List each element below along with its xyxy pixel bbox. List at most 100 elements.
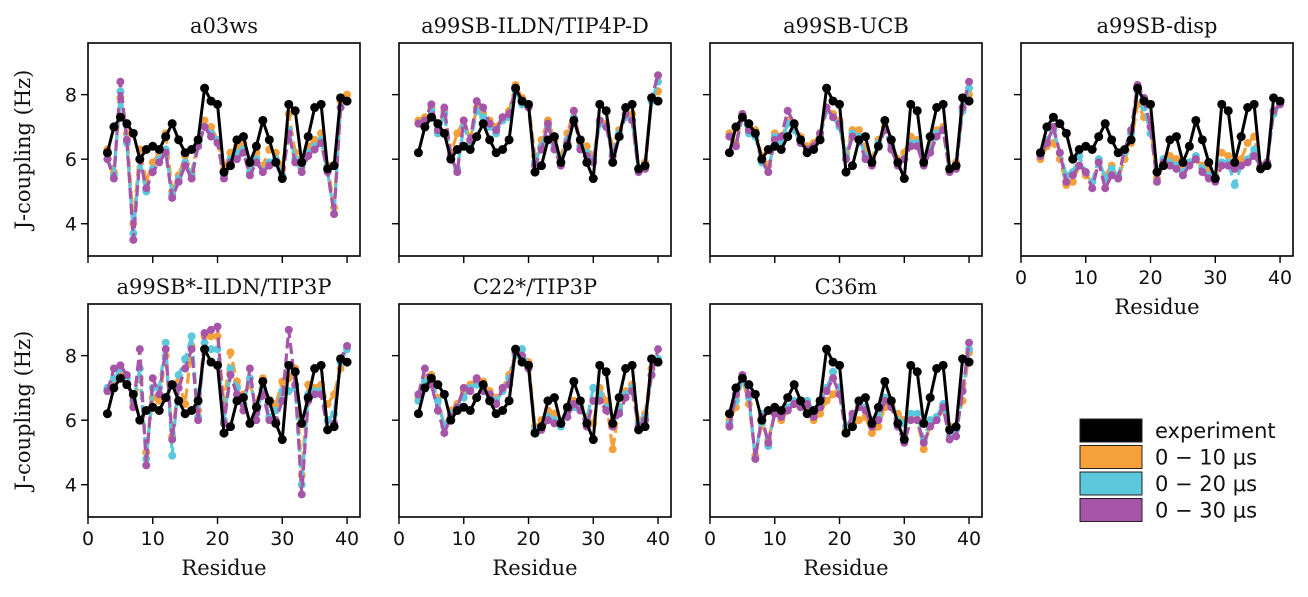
data-point bbox=[1191, 115, 1201, 125]
data-point bbox=[654, 345, 663, 354]
data-point bbox=[453, 129, 462, 138]
data-point bbox=[1120, 145, 1130, 154]
panel-title: a99SB*-ILDN/TIP3P bbox=[116, 275, 331, 299]
data-point bbox=[556, 157, 566, 167]
x-tick-label: 30 bbox=[270, 528, 294, 550]
x-tick-label: 10 bbox=[452, 528, 476, 550]
data-point bbox=[770, 409, 779, 418]
data-point bbox=[803, 400, 812, 409]
series-0-30 bbox=[1036, 80, 1285, 193]
data-point bbox=[569, 400, 578, 409]
data-point bbox=[207, 122, 216, 131]
data-point bbox=[913, 409, 922, 418]
data-point bbox=[142, 184, 151, 193]
data-point bbox=[174, 383, 183, 392]
data-point bbox=[168, 435, 177, 444]
data-point bbox=[181, 161, 190, 170]
data-point bbox=[420, 122, 430, 132]
data-point bbox=[530, 428, 540, 438]
data-point bbox=[258, 168, 267, 177]
data-point bbox=[938, 99, 948, 109]
data-point bbox=[919, 445, 928, 454]
data-point bbox=[595, 360, 605, 370]
data-point bbox=[899, 435, 909, 445]
data-point bbox=[549, 393, 559, 403]
axes-frame bbox=[398, 42, 672, 257]
data-point bbox=[148, 158, 157, 167]
x-tick-label: 20 bbox=[516, 528, 540, 550]
data-point bbox=[492, 400, 501, 409]
data-point bbox=[945, 435, 954, 444]
data-point bbox=[187, 174, 196, 183]
data-point bbox=[880, 376, 890, 386]
data-point bbox=[122, 119, 132, 129]
data-point bbox=[122, 371, 131, 379]
data-point bbox=[265, 161, 274, 170]
data-point bbox=[1062, 177, 1071, 186]
data-point bbox=[556, 418, 566, 428]
data-point bbox=[492, 126, 501, 135]
data-point bbox=[829, 113, 838, 122]
data-point bbox=[303, 393, 313, 403]
data-point bbox=[498, 383, 507, 392]
data-point bbox=[518, 345, 527, 354]
data-point bbox=[964, 96, 974, 106]
data-point bbox=[277, 174, 287, 184]
data-point bbox=[129, 235, 138, 244]
data-point bbox=[790, 400, 799, 409]
panel-2: a99SB-ILDN/TIP4P-D bbox=[392, 14, 672, 263]
x-tick-label: 40 bbox=[957, 528, 981, 550]
data-point bbox=[220, 174, 228, 183]
data-point bbox=[1068, 177, 1077, 186]
series-experiment bbox=[413, 83, 663, 184]
data-point bbox=[264, 396, 274, 406]
data-point bbox=[1236, 132, 1246, 142]
data-point bbox=[744, 380, 754, 390]
data-point bbox=[181, 364, 190, 373]
data-point bbox=[1068, 171, 1077, 180]
legend: experiment 0 − 10 μs0 − 20 μs 0 − 30 μs bbox=[1079, 418, 1276, 523]
data-point bbox=[413, 148, 423, 158]
data-point bbox=[1100, 119, 1110, 129]
data-point bbox=[595, 99, 605, 109]
series-0-30 bbox=[725, 338, 974, 463]
data-point bbox=[245, 171, 254, 180]
data-point bbox=[1224, 151, 1233, 160]
data-point bbox=[602, 406, 611, 415]
data-point bbox=[744, 119, 754, 129]
data-point bbox=[207, 345, 216, 354]
y-tick-label: 6 bbox=[65, 149, 77, 171]
data-point bbox=[893, 157, 903, 167]
data-point bbox=[880, 115, 890, 125]
data-point bbox=[440, 103, 449, 112]
data-point bbox=[245, 418, 255, 428]
data-point bbox=[109, 383, 119, 393]
data-point bbox=[122, 380, 132, 390]
data-point bbox=[1094, 158, 1103, 167]
data-point bbox=[426, 373, 436, 383]
y-tick-label: 4 bbox=[65, 475, 77, 497]
data-point bbox=[938, 360, 948, 370]
data-point bbox=[226, 364, 235, 373]
data-point bbox=[543, 119, 552, 128]
data-point bbox=[932, 132, 941, 141]
x-tick-label: 40 bbox=[1268, 267, 1292, 289]
data-point bbox=[232, 390, 241, 399]
y-tick-label: 8 bbox=[65, 85, 77, 107]
data-point bbox=[446, 415, 456, 425]
data-point bbox=[744, 390, 753, 399]
data-point bbox=[777, 412, 786, 421]
data-point bbox=[640, 161, 650, 171]
data-point bbox=[290, 106, 300, 116]
data-point bbox=[154, 145, 164, 154]
data-point bbox=[181, 354, 190, 363]
x-tick-label: 30 bbox=[581, 528, 605, 550]
data-point bbox=[265, 416, 274, 425]
data-point bbox=[815, 396, 825, 406]
data-point bbox=[103, 155, 112, 164]
data-point bbox=[1107, 164, 1116, 173]
data-point bbox=[1223, 106, 1233, 116]
data-point bbox=[1133, 83, 1143, 93]
series-0-30 bbox=[103, 322, 352, 499]
data-point bbox=[472, 97, 481, 106]
